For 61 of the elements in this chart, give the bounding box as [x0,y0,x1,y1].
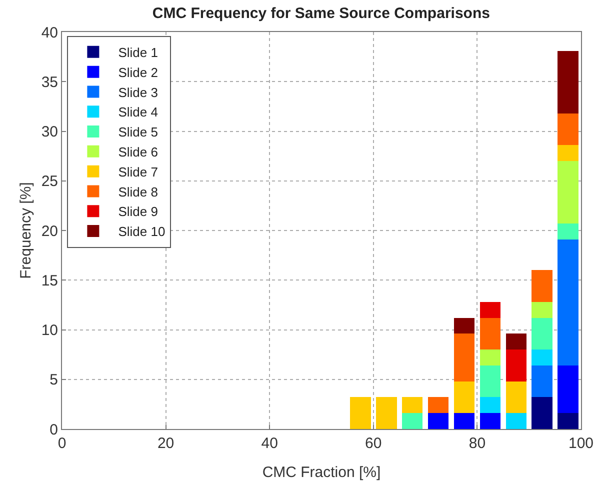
x-axis-title: CMC Fraction [%] [262,464,381,481]
y-tick-label: 25 [41,173,58,190]
bar [454,381,475,414]
y-tick-label: 35 [41,74,58,91]
y-tick-label: 20 [41,222,58,240]
bar [480,302,501,318]
bar [532,318,552,350]
bar [454,318,475,334]
bar [506,334,527,350]
bar [506,350,527,382]
bar [480,318,501,350]
x-tick-label: 100 [568,435,594,452]
bar [350,397,371,429]
y-tick-label: 10 [41,322,58,339]
bar [480,397,501,414]
bar [558,145,578,162]
bar [506,413,527,429]
bar [480,365,501,398]
y-tick-label: 15 [41,272,58,290]
bar [558,50,578,114]
bar [428,397,449,414]
legend-label: Slide 7 [118,164,158,180]
legend-label: Slide 6 [118,144,158,160]
legend-label: Slide 1 [118,44,158,60]
bar [532,350,552,366]
bar [506,381,527,414]
bar [558,413,578,429]
x-tick-label: 20 [157,435,174,452]
bar [558,224,578,240]
bar [558,161,578,224]
bar [558,365,578,414]
bar [532,365,552,398]
bar [454,413,475,429]
bar [532,302,552,318]
bar [532,270,552,302]
bar [532,397,552,429]
bar [558,113,578,146]
legend-label: Slide 10 [118,224,166,240]
y-axis-title: Frequency [%] [18,182,35,279]
y-tick-label: 30 [41,124,58,140]
bar [480,413,501,429]
legend-label: Slide 5 [118,124,158,140]
y-tick-label: 40 [41,24,58,42]
legend-label: Slide 3 [118,84,158,100]
x-tick-label: 40 [261,435,278,452]
bar [402,413,423,429]
bar [376,397,397,429]
bar [454,334,475,382]
legend-label: Slide 8 [118,184,158,200]
bar [402,397,423,414]
legend-label: Slide 2 [118,64,158,80]
bar [480,350,501,366]
legend-label: Slide 9 [118,204,158,220]
legend-label: Slide 4 [118,104,158,120]
chart-title: CMC Frequency for Same Source Comparisons [152,4,490,22]
y-tick-label: 5 [50,372,58,389]
x-tick-label: 60 [365,435,382,452]
x-tick-label: 80 [468,435,486,452]
y-tick-label: 0 [50,421,58,438]
bar [558,239,578,366]
bar [428,413,449,429]
